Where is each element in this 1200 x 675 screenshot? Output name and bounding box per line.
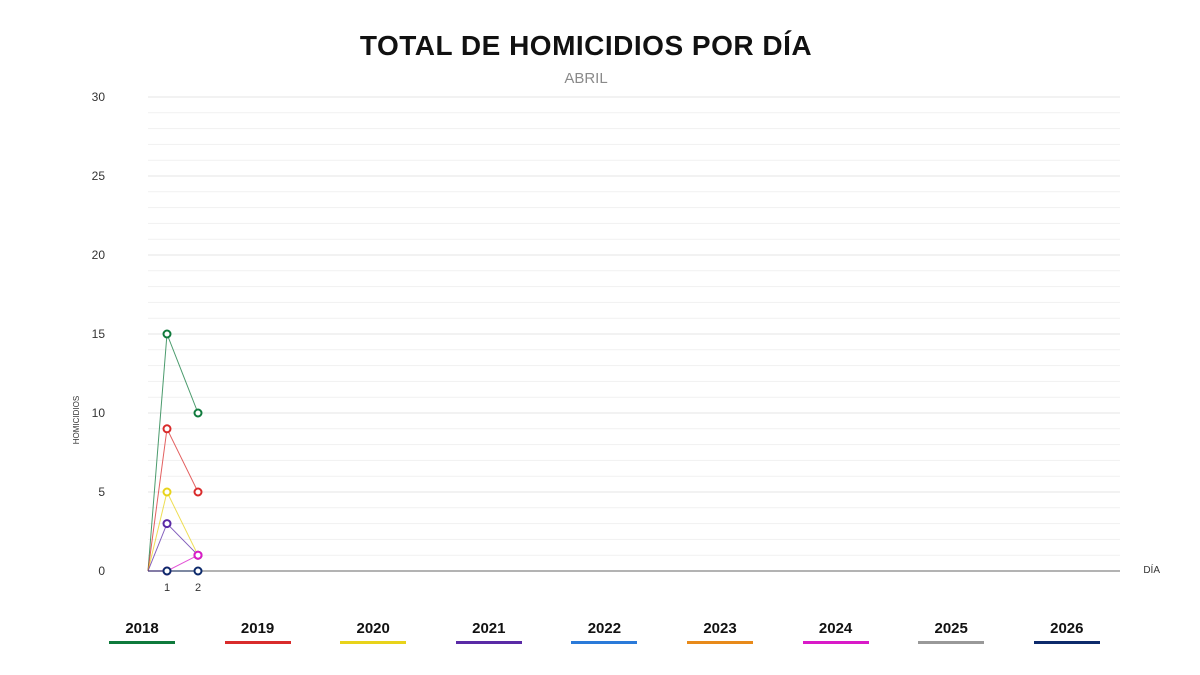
x-axis-label: DÍA bbox=[1143, 563, 1160, 576]
data-point-2024 bbox=[193, 550, 203, 560]
chart-title: TOTAL DE HOMICIDIOS POR DÍA bbox=[359, 30, 813, 61]
data-point-2018 bbox=[162, 329, 172, 339]
legend-item-2025: 2025 bbox=[918, 620, 985, 644]
legend-swatch bbox=[918, 641, 985, 644]
y-tick-label: 10 bbox=[92, 406, 106, 420]
series-line-2019 bbox=[147, 427, 199, 572]
series-line-2024 bbox=[148, 554, 199, 572]
y-tick-label: 15 bbox=[92, 327, 106, 341]
data-point-2026 bbox=[162, 566, 172, 576]
y-tick-label: 25 bbox=[92, 169, 106, 183]
legend-label: 2021 bbox=[472, 620, 506, 637]
x-tick-label: 2 bbox=[195, 582, 201, 594]
data-point-2019 bbox=[193, 487, 203, 497]
legend-item-2020: 2020 bbox=[340, 620, 407, 644]
legend-item-2024: 2024 bbox=[802, 620, 869, 644]
data-point-2026 bbox=[193, 566, 203, 576]
legend-label: 2018 bbox=[125, 620, 159, 637]
legend-swatch bbox=[802, 641, 869, 644]
legend-swatch bbox=[224, 641, 291, 644]
legend-item-2023: 2023 bbox=[687, 620, 753, 644]
legend-label: 2026 bbox=[1050, 620, 1084, 637]
legend-label: 2022 bbox=[587, 620, 622, 637]
legend-item-2022: 2022 bbox=[571, 620, 638, 644]
legend-item-2019: 2019 bbox=[224, 620, 291, 644]
legend-label: 2025 bbox=[934, 620, 968, 637]
y-tick-label: 30 bbox=[92, 90, 106, 104]
x-tick-label: 1 bbox=[164, 582, 170, 594]
series-line-2018 bbox=[147, 333, 199, 572]
legend-swatch bbox=[1033, 641, 1100, 644]
data-point-2018 bbox=[193, 408, 203, 418]
series-line-2021 bbox=[147, 522, 199, 572]
legend-swatch bbox=[571, 641, 638, 644]
y-axis-label: HOMICIDIOS bbox=[72, 396, 81, 444]
y-tick-label: 5 bbox=[98, 485, 105, 499]
legend-label: 2024 bbox=[818, 620, 853, 637]
data-point-2019 bbox=[162, 424, 172, 434]
legend-label: 2019 bbox=[240, 620, 275, 637]
y-tick-label: 0 bbox=[98, 564, 105, 578]
data-point-2020 bbox=[162, 487, 172, 497]
legend-swatch bbox=[687, 641, 753, 644]
line-chart: 0 5 10 15 20 25 30 1 2 DÍA HOMICIDIOS bbox=[72, 90, 1160, 594]
legend-label: 2020 bbox=[356, 620, 390, 637]
data-point-2021 bbox=[162, 519, 172, 529]
chart-subtitle: ABRIL bbox=[564, 70, 608, 87]
legend-item-2021: 2021 bbox=[455, 620, 522, 644]
legend-item-2026: 2026 bbox=[1033, 620, 1100, 644]
legend-swatch bbox=[455, 641, 522, 644]
legend-item-2018: 2018 bbox=[109, 620, 175, 644]
legend-label: 2023 bbox=[703, 620, 737, 637]
chart-legend: 2018 2019 2020 2021 2022 2023 2024 2025 2026 bbox=[0, 615, 1200, 655]
legend-swatch bbox=[340, 641, 407, 644]
y-tick-label: 20 bbox=[92, 248, 106, 262]
legend-swatch bbox=[109, 641, 175, 644]
